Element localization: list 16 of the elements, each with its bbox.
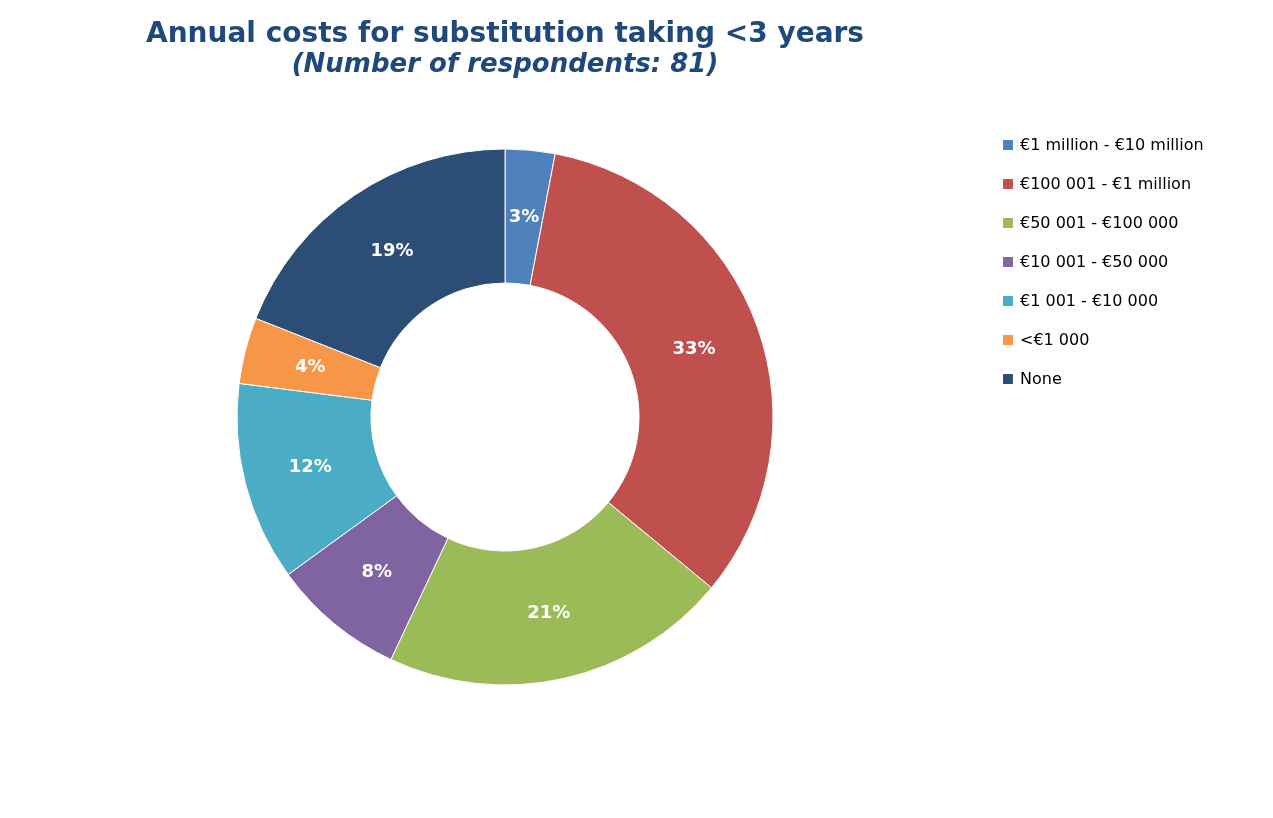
legend-label: €10 001 - €50 000: [1020, 252, 1169, 271]
data-label: 12%: [288, 454, 332, 476]
data-label: 3%: [508, 204, 540, 226]
data-label: 21%: [527, 601, 571, 623]
chart-title: Annual costs for substitution taking <3 years: [145, 16, 865, 49]
legend-label: €50 001 - €100 000: [1020, 213, 1179, 232]
legend-label: <€1 000: [1020, 330, 1090, 349]
legend-label: €1 million - €10 million: [1020, 135, 1204, 154]
legend-label: None: [1020, 369, 1062, 388]
data-label: 33%: [672, 336, 716, 358]
data-label: 4%: [295, 355, 326, 377]
legend-label: €100 001 - €1 million: [1020, 174, 1192, 193]
data-label: 8%: [361, 559, 393, 581]
data-label: 19%: [370, 238, 414, 260]
legend-label: €1 001 - €10 000: [1020, 291, 1159, 310]
chart-subtitle: (Number of respondents: 81): [291, 48, 719, 78]
